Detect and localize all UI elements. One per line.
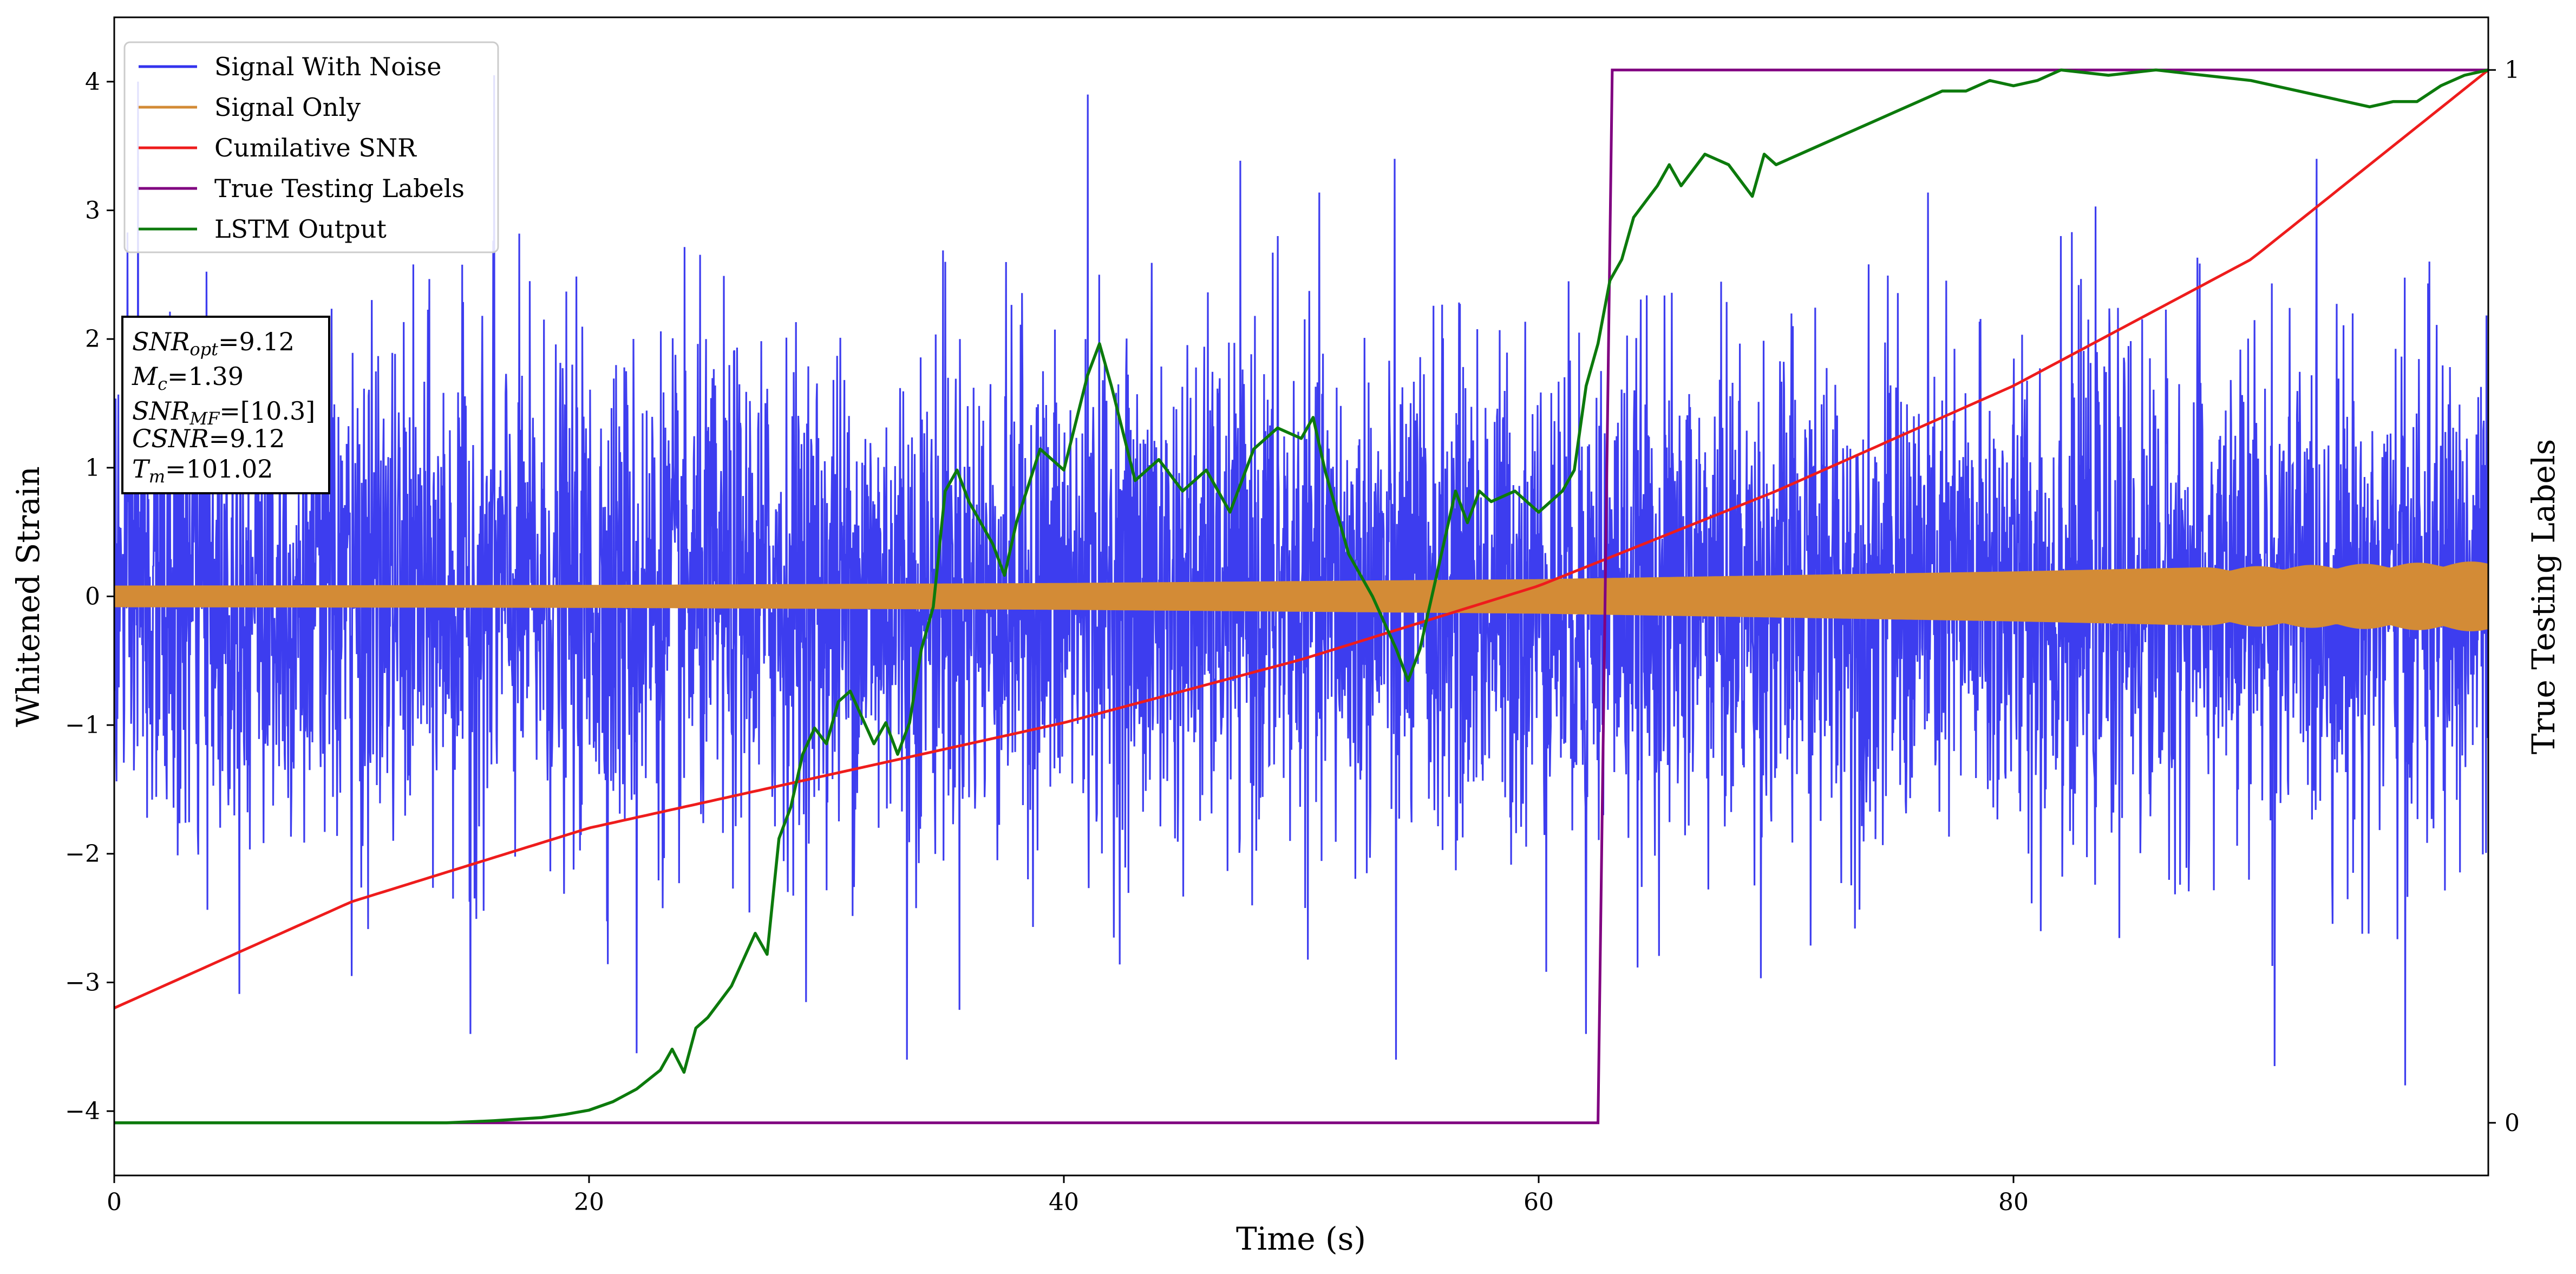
y-tick-label: −3 (65, 969, 100, 997)
legend-entry: Signal With Noise (214, 52, 441, 81)
y-tick-label: 3 (85, 197, 100, 225)
info-snr-mf: SNRMF=[10.3] (132, 396, 315, 429)
series-signal-only (114, 561, 2488, 631)
y2-tick-label: 0 (2505, 1109, 2520, 1137)
legend-entry: Signal Only (214, 93, 361, 122)
y-tick-label: −4 (65, 1097, 100, 1125)
x-tick-label: 60 (1524, 1188, 1554, 1216)
info-chirp-mass: Mc=1.39 (132, 362, 244, 394)
y-tick-label: 4 (85, 68, 100, 96)
info-snr-opt: SNRopt=9.12 (132, 327, 295, 360)
x-tick-label: 40 (1049, 1188, 1079, 1216)
y-axis-label: Whitened Strain (10, 466, 47, 727)
info-box: SNRopt=9.12 Mc=1.39 SNRMF=[10.3] CSNR=9.… (121, 316, 330, 494)
info-merger-time: Tm=101.02 (132, 454, 273, 487)
legend-entry: True Testing Labels (214, 174, 465, 203)
y-tick-label: 1 (85, 454, 100, 482)
y-tick-label: 2 (85, 325, 100, 353)
legend-entry: LSTM Output (214, 214, 387, 244)
legend-entry: Cumilative SNR (214, 133, 417, 162)
y2-axis-label: True Testing Labels (2525, 439, 2562, 754)
plot-area (114, 68, 2488, 1125)
series-true-testing-labels (114, 68, 2488, 1125)
y-tick-label: −2 (65, 840, 100, 868)
legend: Signal With Noise Signal Only Cumilative S… (123, 41, 499, 253)
y-tick-label: −1 (65, 711, 100, 739)
legend-box (123, 41, 499, 253)
info-csnr: CSNR=9.12 (132, 424, 285, 453)
series-cumulative-snr (114, 69, 2488, 1010)
info-box-frame (121, 316, 330, 494)
y-tick-label: 0 (85, 583, 100, 611)
x-tick-label: 0 (107, 1188, 122, 1216)
x-tick-label: 80 (1998, 1188, 2029, 1216)
x-tick-label: 20 (574, 1188, 604, 1216)
y2-tick-label: 1 (2505, 56, 2520, 84)
series-lstm-output (114, 68, 2488, 1125)
x-axis-label: Time (s) (1236, 1220, 1366, 1257)
